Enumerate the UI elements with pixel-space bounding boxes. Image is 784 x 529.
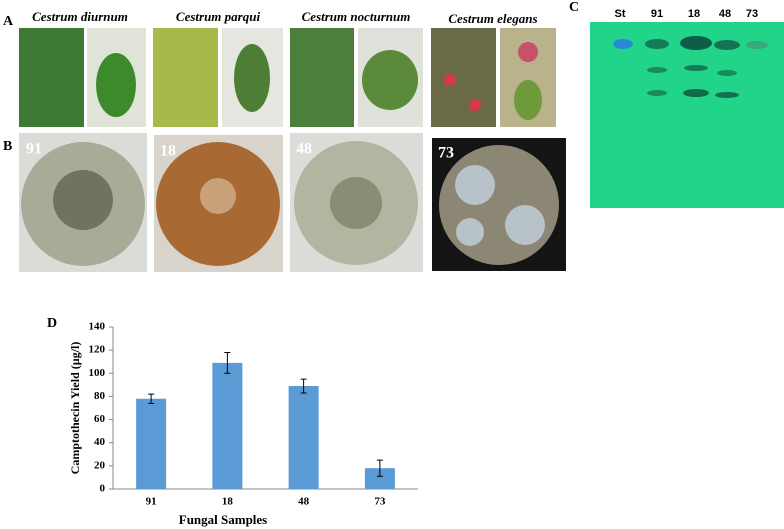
panel-label: D xyxy=(47,316,57,331)
lane-label: 73 xyxy=(746,8,758,20)
y-tick-label: 80 xyxy=(94,390,106,402)
y-tick-label: 140 xyxy=(89,321,106,333)
y-tick-label: 40 xyxy=(94,436,106,448)
y-tick-label: 120 xyxy=(89,344,106,356)
y-axis-label: Camptothecin Yield (µg/l) xyxy=(68,342,82,475)
lane-label: 48 xyxy=(719,8,731,20)
species-name: Cestrum parqui xyxy=(176,9,261,24)
sample-label: 91 xyxy=(26,141,42,158)
lane-label: St xyxy=(615,8,626,20)
panel-label: C xyxy=(569,0,579,15)
x-axis-label: Fungal Samples xyxy=(179,512,268,527)
plant-photos xyxy=(19,28,556,127)
x-tick-label: 91 xyxy=(146,496,157,508)
sample-label: 73 xyxy=(438,145,454,162)
y-tick-label: 100 xyxy=(89,367,106,379)
x-tick-label: 18 xyxy=(222,496,234,508)
x-tick-label: 73 xyxy=(374,496,386,508)
error-bar xyxy=(300,378,307,394)
error-bar xyxy=(376,459,383,477)
species-name: Cestrum nocturnum xyxy=(302,9,411,24)
y-tick-label: 0 xyxy=(100,483,106,495)
bar xyxy=(212,362,243,489)
x-tick-label: 48 xyxy=(298,496,310,508)
bar xyxy=(364,468,395,489)
tlc-plate xyxy=(590,22,784,208)
lane-label: 91 xyxy=(651,8,663,20)
panel-label: A xyxy=(3,14,14,29)
bar xyxy=(136,398,167,489)
petri-photos xyxy=(19,133,566,272)
species-name: Cestrum diurnum xyxy=(32,9,128,24)
y-tick-label: 60 xyxy=(94,413,106,425)
species-name: Cestrum elegans xyxy=(448,11,537,26)
sample-label: 18 xyxy=(160,143,176,160)
sample-label: 48 xyxy=(296,141,312,158)
error-bar xyxy=(224,351,231,374)
bar xyxy=(288,386,319,489)
error-bar xyxy=(148,393,155,404)
panel-label: B xyxy=(3,139,12,154)
lane-label: 18 xyxy=(688,8,700,20)
y-tick-label: 20 xyxy=(94,459,106,471)
